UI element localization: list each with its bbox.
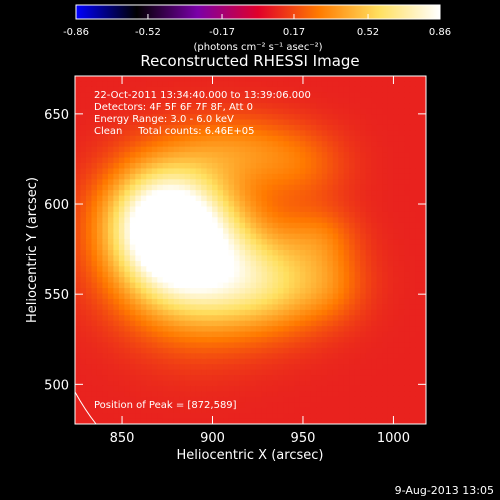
- y-tick-label: 650: [44, 108, 69, 123]
- colorbar-tick-label: 0.17: [283, 27, 305, 38]
- heatmap-image: [75, 76, 426, 424]
- x-tick-label: 900: [200, 431, 225, 446]
- colorbar-units: (photons cm⁻² s⁻¹ asec⁻²): [193, 42, 322, 53]
- colorbar-ticks: -0.86 -0.52 -0.17 0.17 0.52 0.86: [63, 14, 451, 38]
- info-line-energy: Energy Range: 3.0 - 6.0 keV: [94, 114, 234, 125]
- x-axis-label: Heliocentric X (arcsec): [177, 448, 324, 463]
- y-tick-label: 500: [44, 378, 69, 393]
- x-tick-label: 950: [291, 431, 316, 446]
- y-tick-label: 550: [44, 288, 69, 303]
- y-axis-label: Heliocentric Y (arcsec): [25, 177, 40, 323]
- info-block: 22-Oct-2011 13:34:40.000 to 13:39:06.000…: [94, 90, 311, 137]
- chart-title: Reconstructed RHESSI Image: [140, 52, 359, 70]
- colorbar-tick-label: 0.86: [429, 27, 451, 38]
- colorbar-tick-label: -0.17: [209, 27, 235, 38]
- info-line-clean: Clean Total counts: 6.46E+05: [94, 126, 254, 137]
- colorbar-tick-label: -0.86: [63, 27, 89, 38]
- y-axis-ticks: 500 550 600 650: [44, 108, 426, 393]
- timestamp: 9-Aug-2013 13:05: [395, 484, 494, 497]
- peak-position-label: Position of Peak = [872,589]: [94, 400, 237, 411]
- y-tick-label: 600: [44, 198, 69, 213]
- info-line-detectors: Detectors: 4F 5F 6F 7F 8F, Att 0: [94, 102, 253, 113]
- plot-frame: [74, 75, 427, 425]
- colorbar-tick-label: -0.52: [135, 27, 161, 38]
- colorbar: [75, 4, 441, 20]
- info-line-time: 22-Oct-2011 13:34:40.000 to 13:39:06.000: [94, 90, 311, 101]
- x-tick-label: 850: [110, 431, 135, 446]
- x-axis-ticks: 850 900 950 1000: [110, 76, 410, 446]
- colorbar-tick-label: 0.52: [357, 27, 379, 38]
- solar-limb-line: [74, 391, 97, 425]
- x-tick-label: 1000: [377, 431, 410, 446]
